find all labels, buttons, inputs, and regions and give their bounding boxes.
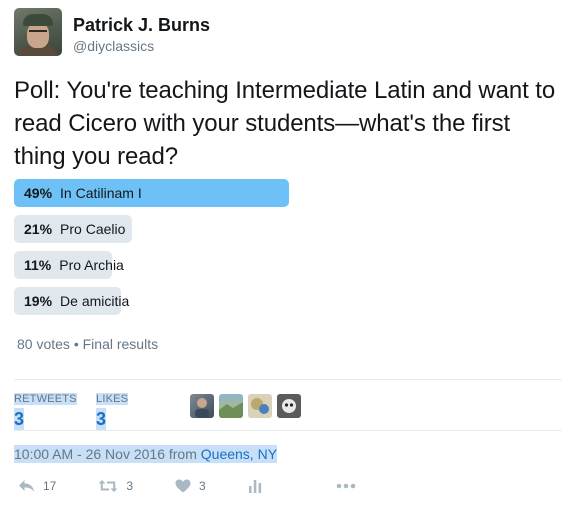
timestamp-text[interactable]: 10:00 AM - 26 Nov 2016 from [14,446,201,462]
analytics-button[interactable] [248,479,262,493]
poll-status: Final results [82,336,159,352]
user-handle[interactable]: @diyclassics [73,38,155,54]
poll-percent: 49% [24,185,53,201]
tweet-timestamp: 10:00 AM - 26 Nov 2016 from Queens, NY [14,445,278,463]
user-names: Patrick J. Burns @diyclassics [73,14,210,55]
tweet-actions: 17 3 3 [18,479,398,493]
poll-percent: 21% [24,221,53,237]
more-button[interactable] [336,483,356,489]
retweet-count: 3 [126,479,134,493]
liker-avatar[interactable] [190,394,214,418]
poll-percent: 11% [24,257,52,273]
heart-icon [175,479,191,493]
poll-option: 11% Pro Archia [14,251,562,279]
divider [14,430,562,431]
avatar-cap [23,14,53,26]
poll-choice-text: Pro Caelio [60,221,126,237]
analytics-icon [248,479,262,493]
poll-option-label: 21% Pro Caelio [24,215,125,243]
poll-percent: 19% [24,293,53,309]
liker-avatar[interactable] [248,394,272,418]
poll-option-label: 19% De amicitia [24,287,129,315]
poll-choice-text: De amicitia [60,293,130,309]
poll-option: 19% De amicitia [14,287,562,315]
avatar[interactable] [14,8,62,56]
retweets-stat[interactable]: RETWEETS 3 [14,389,96,430]
poll-bar [14,251,112,279]
poll-footer: 80 votes • Final results [17,336,158,352]
poll-separator: • [73,336,79,352]
reply-icon [18,479,35,493]
poll-option-label: 49% In Catilinam I [24,179,142,207]
avatar-shirt [18,46,58,56]
avatar-glasses [29,30,47,37]
poll-choice-text: Pro Archia [59,257,124,273]
retweet-button[interactable]: 3 [98,479,133,493]
retweets-label: RETWEETS [14,393,77,405]
retweets-value: 3 [14,408,25,430]
avatar-face [27,22,49,48]
location-link[interactable]: Queens, NY [200,446,278,462]
like-button[interactable]: 3 [175,479,206,493]
likes-value: 3 [96,408,107,430]
stats-bar: RETWEETS 3 LIKES 3 [14,389,306,430]
poll-option-label: 11% Pro Archia [24,251,124,279]
like-count: 3 [199,479,206,493]
tweet-text: Poll: You're teaching Intermediate Latin… [14,77,556,170]
reply-button[interactable]: 17 [18,479,56,493]
liker-avatar[interactable] [219,394,243,418]
poll-option: 21% Pro Caelio [14,215,562,243]
poll: 49% In Catilinam I 21% Pro Caelio 11% Pro A… [14,179,562,323]
poll-bar [14,287,121,315]
poll-bar [14,179,289,207]
reply-count: 17 [43,479,57,493]
likers-avatars [190,394,306,418]
poll-choice-text: In Catilinam I [60,185,142,201]
poll-bar [14,215,132,243]
poll-option: 49% In Catilinam I [14,179,562,207]
likes-stat[interactable]: LIKES 3 [96,389,176,430]
likes-label: LIKES [96,393,129,405]
more-icon [336,483,356,489]
poll-votes: 80 votes [17,336,70,352]
liker-avatar[interactable] [277,394,301,418]
tweet-header: Patrick J. Burns @diyclassics [14,8,210,56]
divider [14,379,562,380]
retweet-icon [98,479,118,493]
user-display-name[interactable]: Patrick J. Burns [73,15,211,35]
